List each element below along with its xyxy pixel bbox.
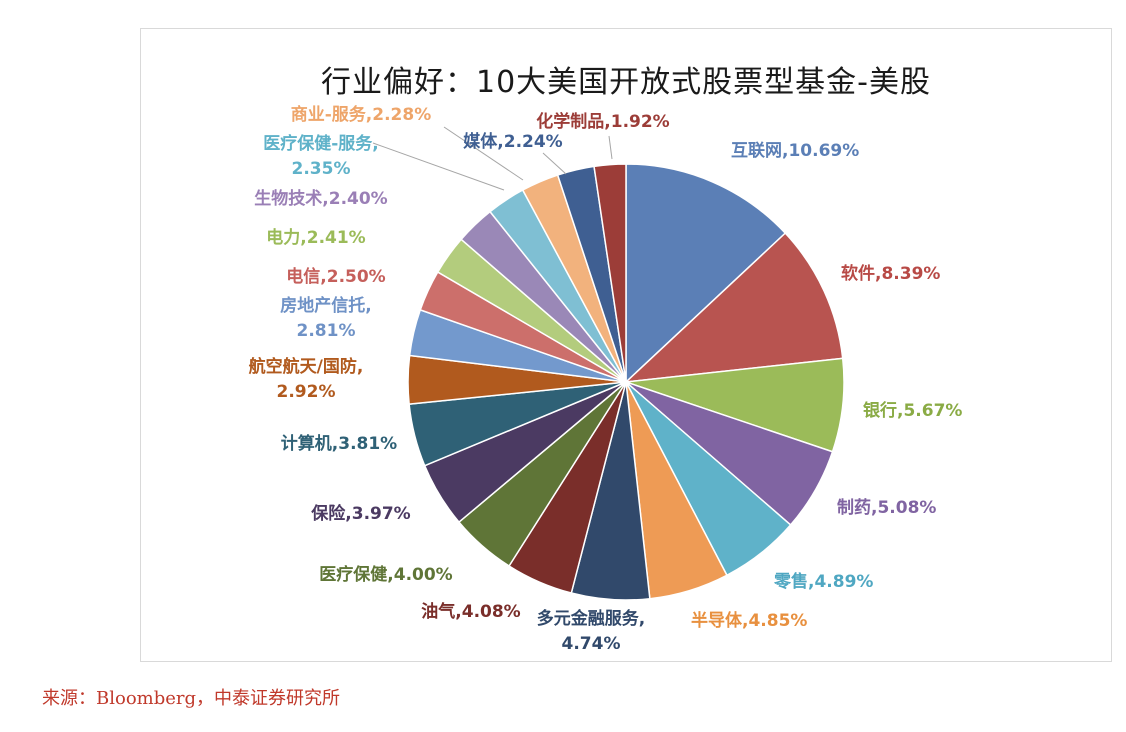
slice-label: 银行,5.67% xyxy=(863,400,962,421)
slice-label: 商业-服务,2.28% xyxy=(291,104,432,125)
slice-label: 计算机,3.81% xyxy=(281,433,397,454)
chart-frame: 行业偏好：10大美国开放式股票型基金-美股 互联网,10.69% 软件,8.39%… xyxy=(140,28,1112,662)
leader-line xyxy=(443,126,524,181)
slice-label: 媒体,2.24% xyxy=(463,131,562,152)
leader-line xyxy=(608,135,613,160)
slice-label: 生物技术,2.40% xyxy=(254,188,387,209)
slice-label: 保险,3.97% xyxy=(310,503,410,524)
chart-title: 行业偏好：10大美国开放式股票型基金-美股 xyxy=(321,65,931,100)
slice-label: 半导体,4.85% xyxy=(691,610,807,631)
leader-line xyxy=(372,142,505,191)
slice-label: 航空航天/国防, 2.92% xyxy=(249,356,364,402)
slice-label: 制药,5.08% xyxy=(837,497,936,518)
pie-slice xyxy=(623,232,844,383)
slice-label: 房地产信托, 2.81% xyxy=(280,295,371,341)
slice-label: 化学制品,1.92% xyxy=(536,111,669,132)
slice-label: 油气,4.08% xyxy=(421,601,520,622)
pie-chart: 互联网,10.69% 软件,8.39% 银行,5.67% 制药,5.08% 零售,4.8… xyxy=(249,104,963,654)
slice-label: 医疗保健-服务, 2.35% xyxy=(263,133,379,179)
slice-label: 互联网,10.69% xyxy=(731,141,859,161)
slice-label: 医疗保健,4.00% xyxy=(319,564,452,585)
source-note: 来源：Bloomberg，中泰证券研究所 xyxy=(42,688,341,709)
slice-label: 电力,2.41% xyxy=(266,227,365,248)
slice-label: 零售,4.89% xyxy=(773,571,873,592)
slice-label: 电信,2.50% xyxy=(286,266,385,287)
slice-label: 多元金融服务, 4.74% xyxy=(537,608,645,654)
leader-line xyxy=(542,152,567,175)
pie-slice xyxy=(593,163,627,383)
slice-label: 软件,8.39% xyxy=(841,263,940,284)
pie-slice xyxy=(625,163,787,384)
